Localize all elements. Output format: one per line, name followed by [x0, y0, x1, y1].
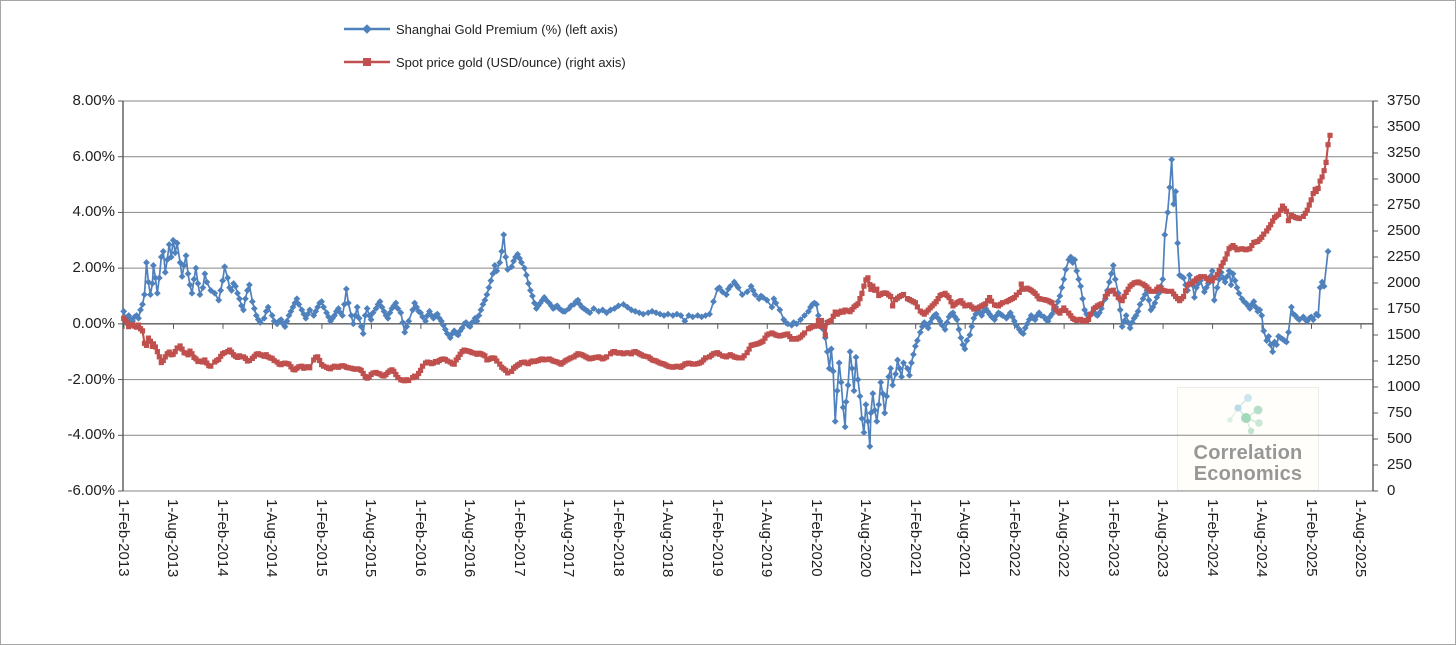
legend: Shanghai Gold Premium (%) (left axis) Sp… [344, 19, 626, 85]
x-axis-label: 1-Aug-2022 [1055, 499, 1073, 578]
y-axis-label-right: 1500 [1387, 326, 1421, 343]
watermark-line2: Economics [1193, 463, 1303, 485]
watermark-text: Correlation Economics [1178, 443, 1318, 485]
y-axis-label-left: -6.00% [67, 482, 115, 499]
series-line-gold [122, 135, 1332, 382]
y-axis-label-left: 0.00% [72, 314, 115, 332]
x-axis-label: 1-Feb-2023 [1104, 499, 1122, 577]
x-axis-label: 1-Aug-2025 [1352, 499, 1369, 578]
legend-label-gold: Spot price gold (USD/ounce) (right axis) [396, 54, 626, 70]
x-axis-label: 1-Feb-2019 [708, 499, 726, 577]
y-axis-label-right: 250 [1387, 456, 1413, 473]
y-axis-label-right: 1750 [1387, 300, 1421, 317]
y-axis-label-left: 2.00% [72, 259, 115, 277]
y-axis-label-left: 8.00% [72, 92, 115, 109]
legend-item-premium: Shanghai Gold Premium (%) (left axis) [344, 19, 626, 39]
x-axis-label: 1-Feb-2025 [1302, 499, 1320, 577]
x-axis-label: 1-Aug-2020 [857, 499, 875, 578]
watermark-logo-icon [1227, 394, 1263, 435]
legend-item-gold: Spot price gold (USD/ounce) (right axis) [344, 52, 626, 72]
x-axis-label: 1-Aug-2023 [1154, 499, 1172, 578]
x-axis-label: 1-Feb-2016 [411, 499, 429, 577]
y-axis-label-right: 0 [1387, 482, 1396, 499]
series-markers-gold [121, 132, 1333, 384]
x-axis-label: 1-Feb-2013 [115, 499, 132, 577]
x-axis-label: 1-Aug-2018 [659, 499, 677, 578]
legend-line-diamond-icon [344, 24, 390, 34]
y-axis-label-right: 3250 [1387, 144, 1421, 161]
y-axis-label-right: 3750 [1387, 92, 1421, 109]
y-axis-label-right: 500 [1387, 430, 1413, 447]
x-axis-label: 1-Aug-2021 [956, 499, 974, 578]
x-axis-label: 1-Feb-2014 [213, 499, 231, 577]
y-axis-label-right: 1250 [1387, 352, 1421, 369]
y-axis-label-right: 3000 [1387, 170, 1421, 187]
y-axis-label-right: 750 [1387, 404, 1413, 421]
y-axis-label-right: 1000 [1387, 378, 1421, 395]
x-axis-label: 1-Aug-2013 [164, 499, 182, 578]
watermark-line1: Correlation [1193, 442, 1303, 464]
series-line-premium [122, 158, 1329, 448]
y-axis-label-right: 3500 [1387, 118, 1421, 135]
x-axis-label: 1-Feb-2024 [1203, 499, 1221, 577]
x-axis-label: 1-Feb-2017 [510, 499, 528, 577]
y-axis-label-left: -4.00% [67, 426, 115, 444]
x-axis-label: 1-Feb-2020 [807, 499, 825, 577]
x-axis-label: 1-Aug-2014 [263, 499, 281, 578]
y-axis-label-left: -2.00% [67, 370, 115, 388]
x-axis-label: 1-Aug-2019 [758, 499, 776, 578]
x-axis-label: 1-Aug-2017 [560, 499, 578, 578]
y-axis-label-right: 2750 [1387, 196, 1421, 213]
x-axis-label: 1-Feb-2018 [609, 499, 627, 577]
legend-label-premium: Shanghai Gold Premium (%) (left axis) [396, 21, 618, 37]
x-axis-label: 1-Feb-2015 [312, 499, 330, 577]
legend-line-square-icon [344, 58, 390, 66]
x-axis-label: 1-Aug-2015 [362, 499, 380, 578]
x-axis-label: 1-Feb-2022 [1005, 499, 1023, 577]
y-axis-label-right: 2000 [1387, 274, 1421, 291]
y-axis-label-right: 2500 [1387, 222, 1421, 239]
y-axis-label-right: 2250 [1387, 248, 1421, 265]
x-axis-label: 1-Feb-2021 [906, 499, 924, 577]
x-axis-label: 1-Aug-2024 [1253, 499, 1271, 578]
y-axis-label-left: 6.00% [72, 147, 115, 165]
x-axis-label: 1-Aug-2016 [461, 499, 479, 578]
y-axis-label-left: 4.00% [72, 203, 115, 221]
